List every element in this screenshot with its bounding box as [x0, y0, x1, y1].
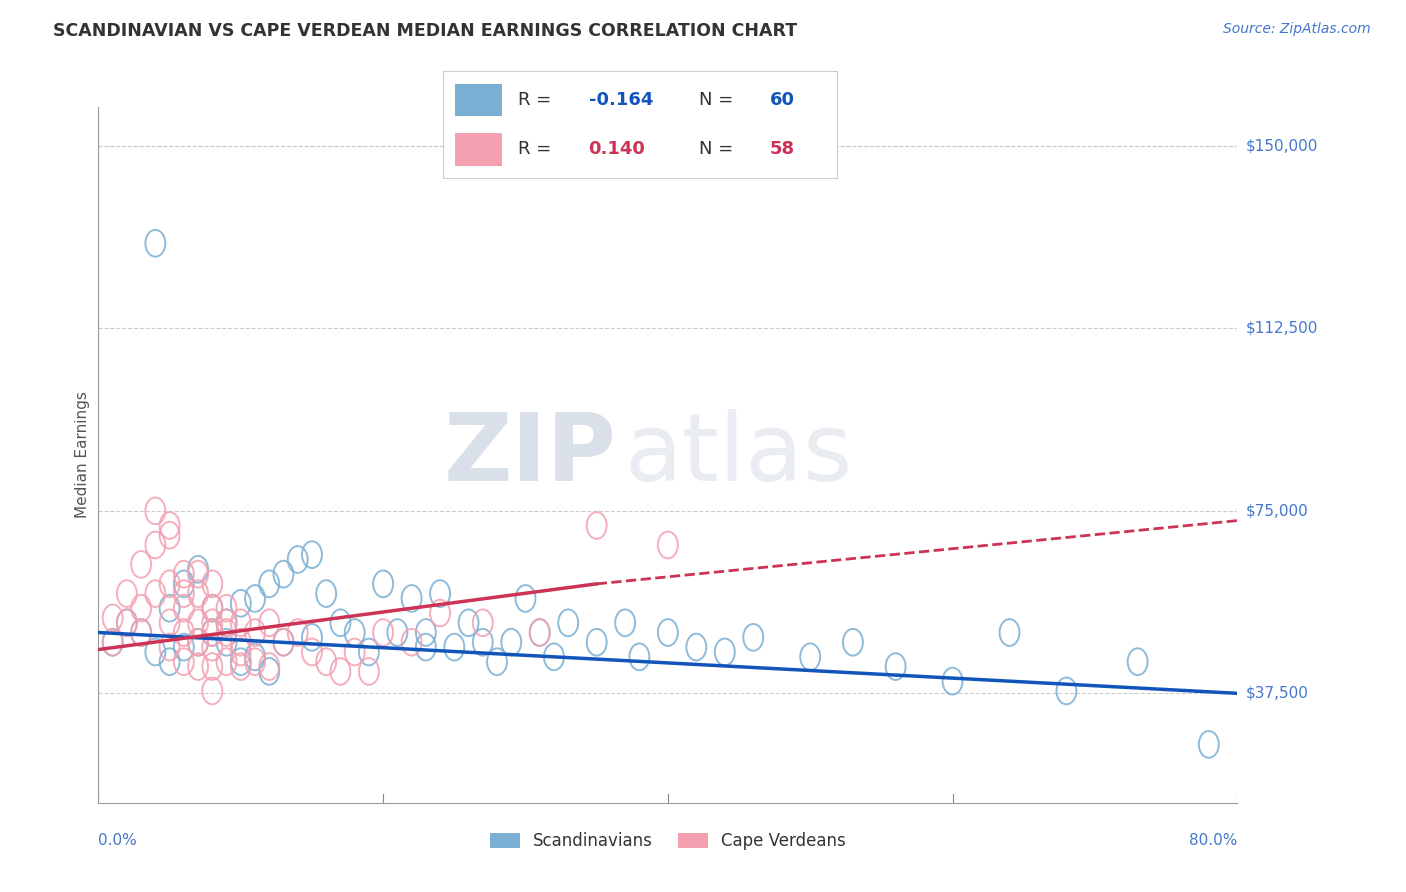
Text: N =: N = — [699, 141, 738, 159]
Text: ZIP: ZIP — [444, 409, 617, 501]
Text: $112,500: $112,500 — [1246, 321, 1317, 336]
Text: R =: R = — [517, 91, 557, 109]
FancyBboxPatch shape — [454, 84, 502, 116]
Text: 0.0%: 0.0% — [98, 833, 138, 848]
Text: 80.0%: 80.0% — [1189, 833, 1237, 848]
Y-axis label: Median Earnings: Median Earnings — [75, 392, 90, 518]
Text: N =: N = — [699, 91, 738, 109]
FancyBboxPatch shape — [454, 134, 502, 166]
Text: $75,000: $75,000 — [1246, 503, 1309, 518]
Legend: Scandinavians, Cape Verdeans: Scandinavians, Cape Verdeans — [484, 826, 852, 857]
Text: SCANDINAVIAN VS CAPE VERDEAN MEDIAN EARNINGS CORRELATION CHART: SCANDINAVIAN VS CAPE VERDEAN MEDIAN EARN… — [53, 22, 797, 40]
Text: 58: 58 — [769, 141, 794, 159]
Text: atlas: atlas — [624, 409, 853, 501]
Text: Source: ZipAtlas.com: Source: ZipAtlas.com — [1223, 22, 1371, 37]
Text: -0.164: -0.164 — [589, 91, 652, 109]
Text: $150,000: $150,000 — [1246, 138, 1317, 153]
Text: $37,500: $37,500 — [1246, 686, 1309, 701]
Text: R =: R = — [517, 141, 562, 159]
Text: 60: 60 — [769, 91, 794, 109]
Text: 0.140: 0.140 — [589, 141, 645, 159]
